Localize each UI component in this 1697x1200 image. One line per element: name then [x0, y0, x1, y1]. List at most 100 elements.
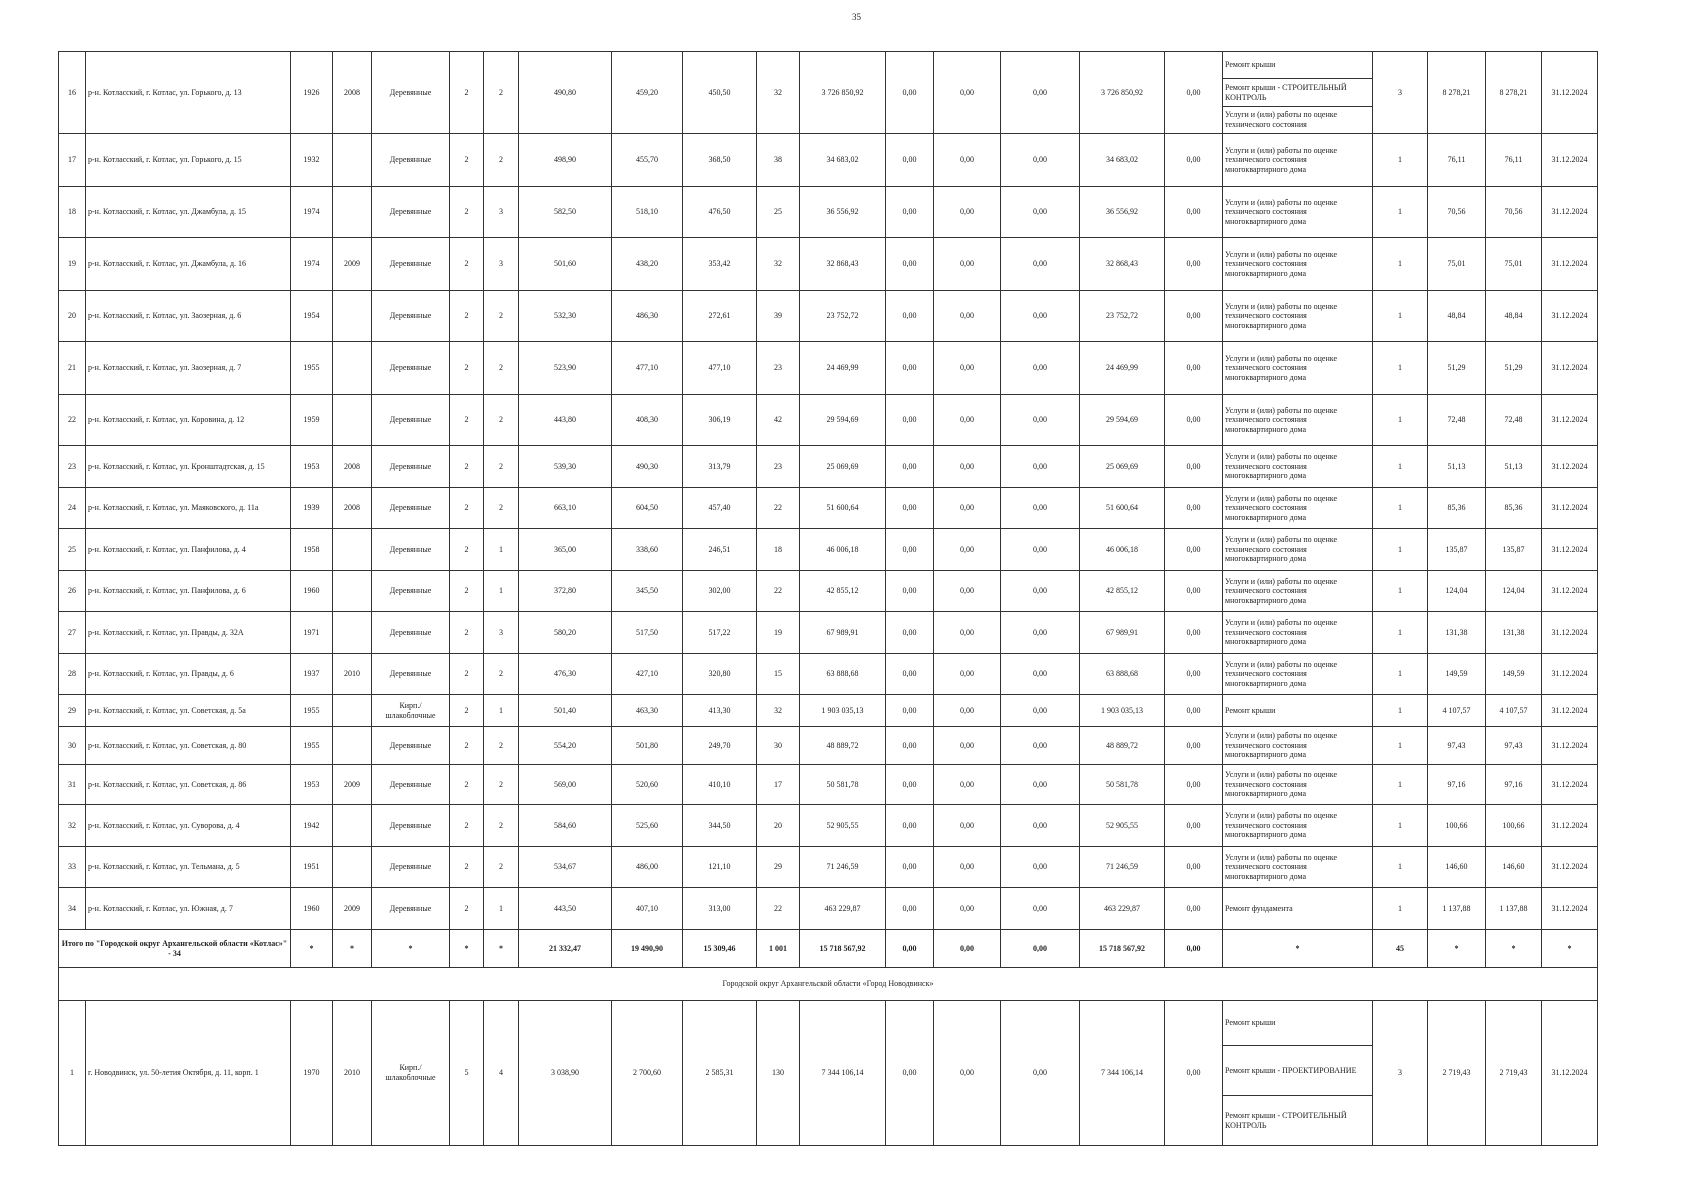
total-deadline: *	[1541, 929, 1598, 968]
total-area: 580,20	[518, 611, 612, 654]
cost-federal: 0,00	[885, 290, 934, 342]
build-year: 1958	[290, 528, 333, 571]
table-row: 28 р-н. Котласский, г. Котлас, ул. Правды…	[58, 653, 1598, 695]
premises-area: 517,50	[611, 611, 683, 654]
cost-regional: 0,00	[933, 133, 1001, 187]
residents: 23	[756, 445, 800, 488]
residential-area: 2 585,31	[682, 1000, 757, 1146]
cost-local: 0,00	[1000, 445, 1080, 488]
total-cost: 23 752,72	[799, 290, 886, 342]
entrances: 2	[483, 51, 519, 134]
work-type: Услуги и (или) работы по оценке техничес…	[1222, 290, 1373, 342]
work-type: Ремонт фундамента	[1222, 887, 1373, 930]
total-area: 582,50	[518, 186, 612, 238]
floors: 2	[449, 694, 484, 727]
cost-other: 0,00	[1164, 394, 1223, 446]
total-cost: 52 905,55	[799, 804, 886, 847]
build-year: 1955	[290, 341, 333, 395]
work-count: 1	[1372, 694, 1428, 727]
residents: 30	[756, 726, 800, 765]
work-item: Услуги и (или) работы по оценке техничес…	[1225, 493, 1337, 522]
cost-other: 0,00	[1164, 611, 1223, 654]
repair-year	[332, 394, 372, 446]
repair-year	[332, 186, 372, 238]
cost-owners: 24 469,99	[1079, 341, 1165, 395]
address: г. Новодвинск, ул. 50-летия Октября, д. …	[85, 1000, 291, 1146]
cost-other: 0,00	[1164, 528, 1223, 571]
deadline: 31.12.2024	[1541, 1000, 1598, 1146]
cost-federal: 0,00	[885, 394, 934, 446]
entrances: 1	[483, 528, 519, 571]
build-year: 1942	[290, 804, 333, 847]
deadline: 31.12.2024	[1541, 528, 1598, 571]
total-area: 490,80	[518, 51, 612, 134]
section-title: Городской округ Архангельской области «Г…	[58, 967, 1598, 1001]
entrances: 2	[483, 445, 519, 488]
address: р-н. Котласский, г. Котлас, ул. Южная, д…	[85, 887, 291, 930]
premises-area: 490,30	[611, 445, 683, 488]
repair-year: 2009	[332, 237, 372, 291]
total-work-type: *	[1222, 929, 1373, 968]
repair-year	[332, 570, 372, 612]
cost-other: 0,00	[1164, 1000, 1223, 1146]
residents: 15	[756, 653, 800, 695]
cost-owners: 51 600,64	[1079, 487, 1165, 529]
unit-cost: 51,13	[1427, 445, 1486, 488]
total-cost-owners: 15 718 567,92	[1079, 929, 1165, 968]
premises-area: 501,80	[611, 726, 683, 765]
total-area: 569,00	[518, 764, 612, 805]
address: р-н. Котласский, г. Котлас, ул. Суворова…	[85, 804, 291, 847]
row-number: 25	[58, 528, 86, 571]
entrances: 2	[483, 487, 519, 529]
cost-regional: 0,00	[933, 653, 1001, 695]
cost-other: 0,00	[1164, 51, 1223, 134]
table-row: 27 р-н. Котласский, г. Котлас, ул. Правды…	[58, 611, 1598, 654]
total-cost: 3 726 850,92	[799, 51, 886, 134]
wall-material: Деревянные	[371, 445, 450, 488]
premises-area: 525,60	[611, 804, 683, 847]
cost-regional: 0,00	[933, 445, 1001, 488]
max-unit-cost: 70,56	[1485, 186, 1542, 238]
cost-other: 0,00	[1164, 237, 1223, 291]
max-unit-cost: 72,48	[1485, 394, 1542, 446]
work-item: Услуги и (или) работы по оценке техничес…	[1225, 353, 1337, 382]
total-area: 584,60	[518, 804, 612, 847]
work-item: Ремонт крыши - СТРОИТЕЛЬНЫЙ КОНТРОЛЬ	[1223, 1095, 1372, 1145]
unit-cost: 51,29	[1427, 341, 1486, 395]
work-type: Ремонт крыши Ремонт крыши - ПРОЕКТИРОВАНИ…	[1222, 1000, 1373, 1146]
total-cost: 48 889,72	[799, 726, 886, 765]
total-area: 476,30	[518, 653, 612, 695]
entrances: 2	[483, 846, 519, 888]
residential-area: 313,79	[682, 445, 757, 488]
floors: 2	[449, 726, 484, 765]
table-row: 20 р-н. Котласский, г. Котлас, ул. Заозер…	[58, 290, 1598, 342]
total-total-area: 21 332,47	[518, 929, 612, 968]
floors: 2	[449, 887, 484, 930]
unit-cost: 85,36	[1427, 487, 1486, 529]
entrances: 2	[483, 394, 519, 446]
cost-other: 0,00	[1164, 764, 1223, 805]
cost-other: 0,00	[1164, 570, 1223, 612]
cost-owners: 463 229,87	[1079, 887, 1165, 930]
row-number: 26	[58, 570, 86, 612]
premises-area: 604,50	[611, 487, 683, 529]
max-unit-cost: 131,38	[1485, 611, 1542, 654]
wall-material: Деревянные	[371, 186, 450, 238]
floors: 2	[449, 487, 484, 529]
cost-local: 0,00	[1000, 290, 1080, 342]
floors: 2	[449, 51, 484, 134]
cost-local: 0,00	[1000, 764, 1080, 805]
deadline: 31.12.2024	[1541, 611, 1598, 654]
unit-cost: 2 719,43	[1427, 1000, 1486, 1146]
total-cost: 7 344 106,14	[799, 1000, 886, 1146]
cost-federal: 0,00	[885, 1000, 934, 1146]
total-repair-year: *	[332, 929, 372, 968]
total-row: Итого по "Городской округ Архангельской …	[58, 929, 1598, 968]
table-row: 24 р-н. Котласский, г. Котлас, ул. Маяков…	[58, 487, 1598, 529]
work-count: 1	[1372, 290, 1428, 342]
repair-year: 2008	[332, 445, 372, 488]
cost-local: 0,00	[1000, 887, 1080, 930]
address: р-н. Котласский, г. Котлас, ул. Тельмана…	[85, 846, 291, 888]
cost-local: 0,00	[1000, 341, 1080, 395]
row-number: 28	[58, 653, 86, 695]
